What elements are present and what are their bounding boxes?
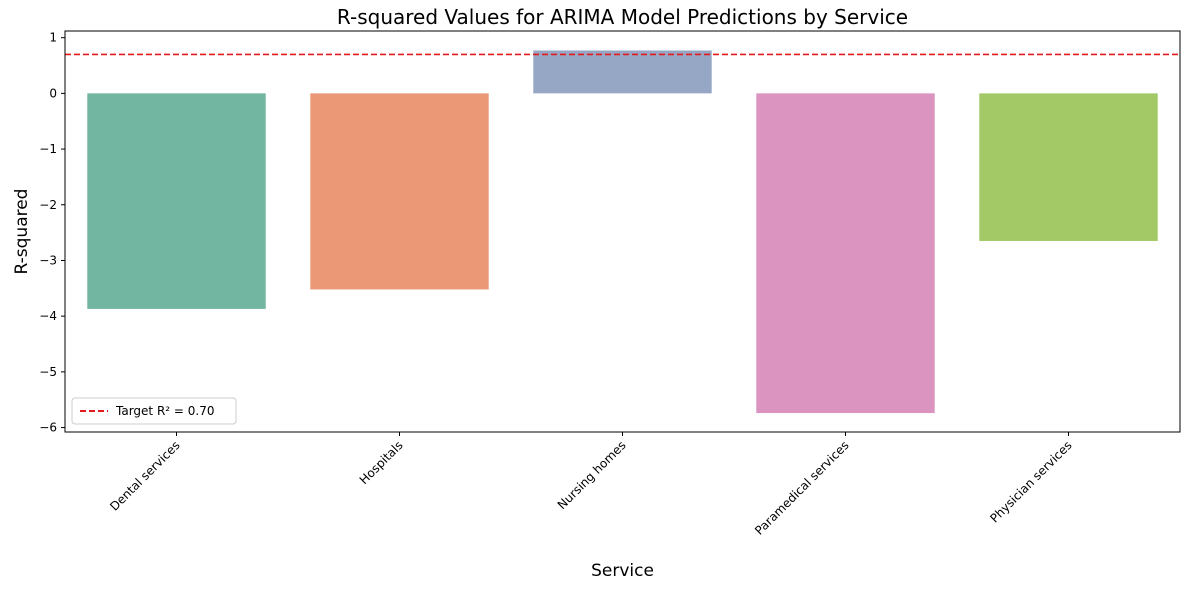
y-tick-label: −1	[39, 142, 57, 156]
y-tick-label: 1	[49, 31, 57, 45]
y-tick-label: −2	[39, 198, 57, 212]
y-axis: −6 −5 −4 −3 −2 −1 0 1	[39, 31, 65, 435]
x-tick-label: Paramedical services	[752, 438, 851, 537]
x-tick-label: Physician services	[987, 438, 1074, 525]
bar-nursing-homes	[533, 50, 712, 94]
y-tick-label: −4	[39, 309, 57, 323]
legend-box	[71, 397, 237, 425]
bars-group	[87, 50, 1158, 414]
bar-physician-services	[979, 93, 1158, 241]
x-tick-label: Nursing homes	[555, 438, 629, 512]
y-tick-label: −6	[39, 421, 57, 435]
x-tick-label: Dental services	[107, 438, 182, 513]
legend-label: Target R² = 0.70	[115, 404, 215, 418]
legend: Target R² = 0.70	[71, 397, 237, 425]
y-tick-label: −5	[39, 365, 57, 379]
y-axis-title: R-squared	[12, 189, 32, 275]
y-tick-label: −3	[39, 253, 57, 267]
x-tick-label: Hospitals	[357, 438, 406, 487]
chart-title: R-squared Values for ARIMA Model Predict…	[337, 5, 908, 29]
bar-dental-services	[87, 93, 266, 309]
plot-frame	[64, 30, 1181, 433]
x-axis: Dental services Hospitals Nursing homes Par…	[107, 432, 1075, 538]
bar-hospitals	[310, 93, 489, 290]
y-tick-label: 0	[49, 86, 57, 100]
x-axis-title: Service	[591, 561, 654, 581]
bar-paramedical-services	[756, 93, 935, 414]
